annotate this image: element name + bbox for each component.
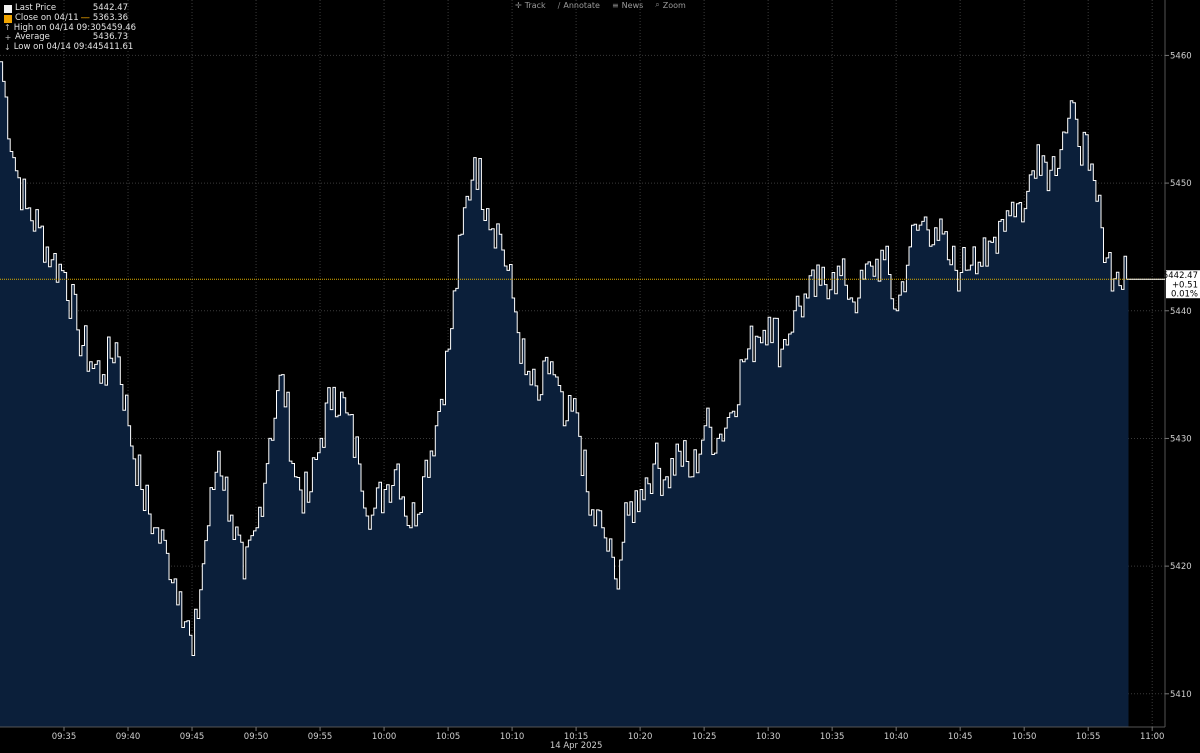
price-line <box>0 61 1129 656</box>
legend-label: Low on 04/14 09:44 <box>13 42 99 53</box>
x-tick-label: 09:35 <box>52 732 77 742</box>
zoom-button[interactable]: ⌕ Zoom <box>652 0 689 10</box>
legend-label: Close on 04/11 ---- <box>15 12 90 23</box>
magnifier-icon: ⌕ <box>655 0 660 9</box>
news-button[interactable]: ≡ News <box>609 0 646 10</box>
x-tick-label: 10:50 <box>1012 732 1037 742</box>
y-tick-label: 5440 <box>1170 307 1192 317</box>
y-tick-label: 5450 <box>1170 179 1192 189</box>
legend-label: High on 04/14 09:30 <box>13 22 101 33</box>
y-axis: 5410 5420 5430 5440 5450 5460 <box>1164 0 1192 727</box>
x-tick-label: 10:30 <box>756 732 781 742</box>
track-button[interactable]: ✛ Track <box>512 0 549 10</box>
x-tick-label: 10:25 <box>692 732 717 742</box>
legend-row-last-price[interactable]: Last Price 5442.47 <box>4 3 128 14</box>
x-tick-label: 10:15 <box>564 732 589 742</box>
y-tick-label: 5420 <box>1170 562 1192 572</box>
y-tick-label: 5430 <box>1170 434 1192 444</box>
zoom-label: Zoom <box>662 0 686 10</box>
last-price-change: +0.51 <box>1172 281 1198 291</box>
last-price-label: 5442.47+0.510.01% <box>1128 270 1200 300</box>
crosshair-icon: ✛ <box>515 0 522 10</box>
x-tick-label: 10:00 <box>372 732 397 742</box>
news-icon: ≡ <box>611 0 619 10</box>
close-dash-marker: ---- <box>80 12 90 23</box>
high-arrow-icon: ↑ <box>4 23 11 33</box>
last-price-pct: 0.01% <box>1171 290 1198 300</box>
y-tick-label: 5460 <box>1170 51 1192 61</box>
legend-swatch-close <box>4 14 12 23</box>
legend-value: 5363.36 <box>92 12 128 23</box>
x-axis: 09:35 09:40 09:45 09:50 09:55 10:00 10:05 10:10… <box>0 726 1165 751</box>
legend-value: 5411.61 <box>98 42 134 53</box>
legend-row-average[interactable]: + Average 5436.73 <box>4 33 128 43</box>
legend-row-high[interactable]: ↑ High on 04/14 09:30 5459.46 <box>4 22 136 34</box>
chart-legend: Last Price 5442.47 Close on 04/11 ---- 53… <box>4 3 136 53</box>
pencil-icon: ∕ <box>557 0 561 10</box>
annotate-label: Annotate <box>563 0 600 10</box>
x-tick-label: 10:35 <box>820 732 845 742</box>
legend-value: 5436.73 <box>92 32 128 43</box>
x-tick-label: 09:40 <box>116 732 141 742</box>
x-tick-label: 11:00 <box>1140 732 1165 742</box>
last-price-box <box>1166 270 1200 299</box>
x-tick-label: 09:55 <box>308 732 333 742</box>
average-plus-icon: + <box>4 33 12 43</box>
legend-row-low[interactable]: ↓ Low on 04/14 09:44 5411.61 <box>4 42 133 53</box>
x-tick-label: 09:45 <box>180 732 205 742</box>
track-label: Track <box>524 0 546 10</box>
chart-toolbar: ✛ Track ∕ Annotate ≡ News ⌕ Zoom <box>512 0 689 10</box>
legend-value: 5442.47 <box>92 3 128 13</box>
last-price-value: 5442.47 <box>1163 271 1198 281</box>
legend-swatch-last-price <box>4 4 12 13</box>
x-tick-label: 10:10 <box>500 732 525 742</box>
news-label: News <box>621 0 644 10</box>
price-area-fill <box>0 61 1129 728</box>
x-tick-label: 10:20 <box>628 732 653 742</box>
low-arrow-icon: ↓ <box>4 43 11 53</box>
x-tick-label: 10:05 <box>436 732 461 742</box>
x-tick-label: 10:45 <box>948 732 973 742</box>
legend-label: Average <box>15 32 50 43</box>
y-tick-label: 5410 <box>1170 690 1192 700</box>
date-label: 14 Apr 2025 <box>550 741 603 751</box>
legend-row-close[interactable]: Close on 04/11 ---- 5363.36 <box>4 12 128 24</box>
legend-label: Last Price <box>15 3 57 13</box>
x-tick-label: 09:50 <box>244 732 269 742</box>
annotate-button[interactable]: ∕ Annotate <box>555 0 603 10</box>
x-tick-label: 10:40 <box>884 732 909 742</box>
legend-value: 5459.46 <box>100 22 137 33</box>
x-tick-label: 10:55 <box>1076 732 1101 742</box>
